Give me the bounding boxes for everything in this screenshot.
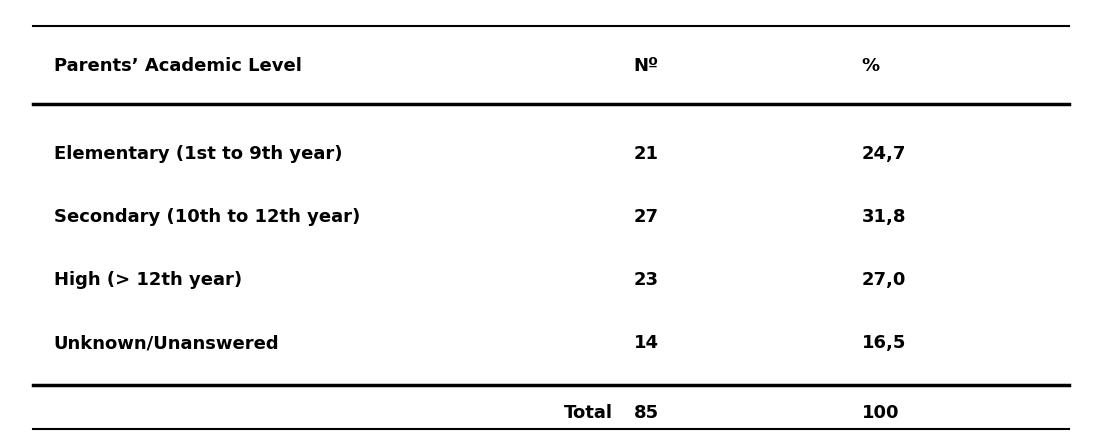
Text: 27: 27 [634,208,659,226]
Text: Total: Total [564,404,613,422]
Text: 27,0: 27,0 [862,271,906,289]
Text: 85: 85 [634,404,659,422]
Text: 14: 14 [634,334,659,352]
Text: 100: 100 [862,404,899,422]
Text: High (> 12th year): High (> 12th year) [54,271,242,289]
Text: 31,8: 31,8 [862,208,906,226]
Text: Unknown/Unanswered: Unknown/Unanswered [54,334,280,352]
Text: 23: 23 [634,271,659,289]
Text: 21: 21 [634,145,659,163]
Text: Parents’ Academic Level: Parents’ Academic Level [54,57,302,75]
Text: %: % [862,57,879,75]
Text: Secondary (10th to 12th year): Secondary (10th to 12th year) [54,208,360,226]
Text: 16,5: 16,5 [862,334,906,352]
Text: Elementary (1st to 9th year): Elementary (1st to 9th year) [54,145,343,163]
Text: Nº: Nº [634,57,659,75]
Text: 24,7: 24,7 [862,145,906,163]
